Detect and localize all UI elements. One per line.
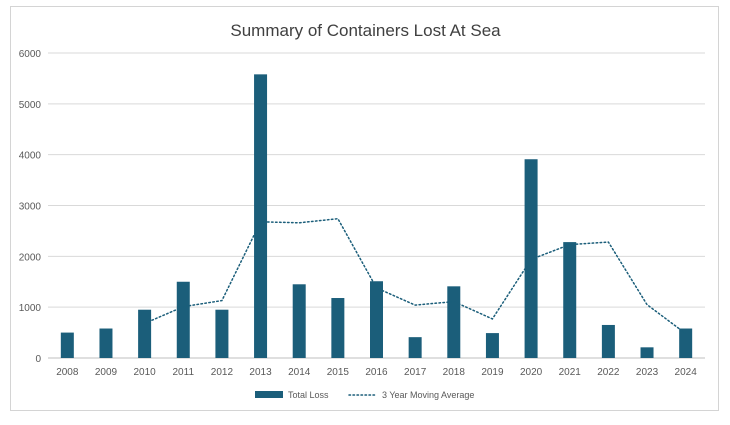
moving-average-line bbox=[143, 217, 687, 335]
y-tick-label: 1000 bbox=[19, 303, 42, 314]
x-tick-label: 2009 bbox=[95, 367, 118, 378]
bar bbox=[679, 328, 693, 358]
x-tick-label: 2015 bbox=[327, 367, 350, 378]
bar bbox=[60, 332, 74, 358]
bar bbox=[254, 74, 268, 358]
x-tick-label: 2016 bbox=[365, 367, 388, 378]
bar bbox=[370, 281, 383, 358]
x-tick-label: 2010 bbox=[133, 367, 156, 378]
chart-frame: Summary of Containers Lost At Sea bbox=[10, 6, 719, 411]
bar bbox=[99, 328, 113, 358]
bar bbox=[408, 337, 422, 358]
bar bbox=[640, 347, 654, 358]
bar bbox=[138, 309, 152, 358]
y-tick-label: 6000 bbox=[19, 49, 42, 60]
bar bbox=[447, 286, 461, 358]
legend-swatch-total-loss bbox=[255, 391, 283, 398]
x-tick-label: 2014 bbox=[288, 367, 311, 378]
bar bbox=[331, 298, 345, 358]
x-tick-label: 2008 bbox=[56, 367, 79, 378]
x-tick-label: 2017 bbox=[404, 367, 427, 378]
bar bbox=[215, 309, 229, 358]
x-tick-label: 2013 bbox=[249, 367, 272, 378]
y-tick-label: 5000 bbox=[19, 100, 42, 111]
chart-title: Summary of Containers Lost At Sea bbox=[230, 21, 501, 40]
x-tick-label: 2020 bbox=[520, 367, 543, 378]
y-tick-label: 4000 bbox=[19, 151, 42, 162]
y-tick-label: 0 bbox=[35, 354, 41, 365]
x-tick-label: 2012 bbox=[211, 367, 234, 378]
x-tick-label: 2023 bbox=[636, 367, 659, 378]
legend-label-total-loss: Total Loss bbox=[288, 390, 329, 400]
bar bbox=[601, 324, 615, 358]
x-tick-label: 2018 bbox=[443, 367, 466, 378]
bar bbox=[563, 242, 577, 358]
x-tick-label: 2021 bbox=[559, 367, 582, 378]
x-tick-label: 2011 bbox=[173, 367, 195, 378]
x-tick-label: 2024 bbox=[675, 367, 698, 378]
bar bbox=[485, 333, 499, 358]
x-tick-label: 2019 bbox=[481, 367, 504, 378]
x-tick-label: 2022 bbox=[597, 367, 620, 378]
legend-label-moving-average: 3 Year Moving Average bbox=[382, 390, 474, 400]
y-tick-label: 3000 bbox=[19, 202, 42, 213]
y-tick-label: 2000 bbox=[19, 252, 42, 263]
bar bbox=[176, 281, 190, 358]
bar bbox=[292, 284, 306, 358]
